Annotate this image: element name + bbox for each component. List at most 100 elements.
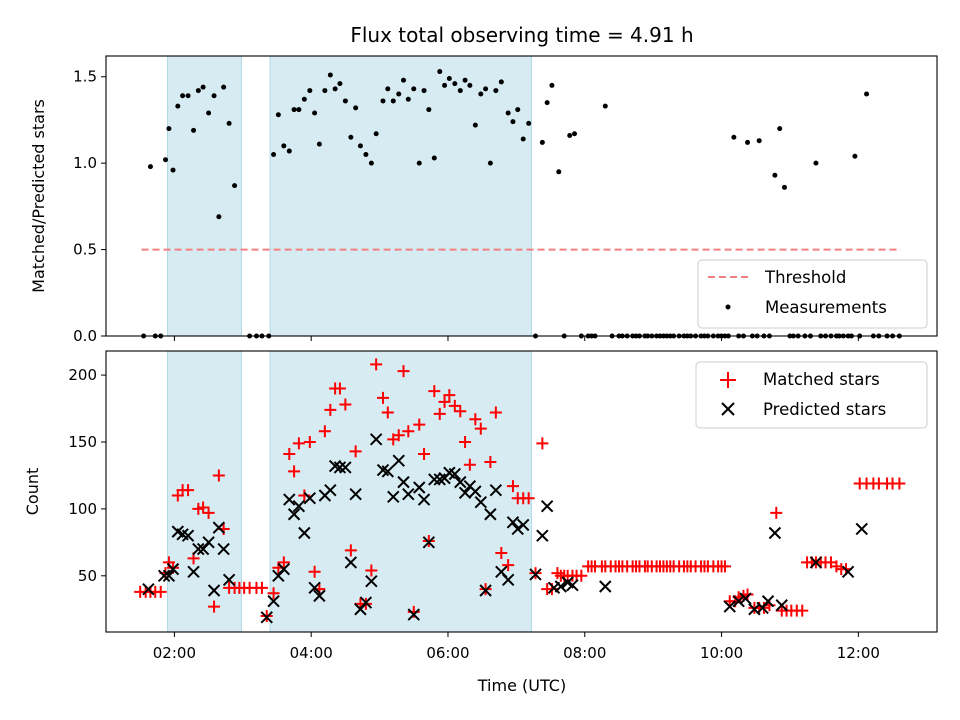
predicted-star-point (422, 536, 436, 549)
matched-star-point (154, 585, 167, 598)
measurement-point (195, 88, 201, 94)
predicted-star-point (192, 542, 205, 556)
matched-star-point (292, 437, 305, 450)
matched-star-point (770, 506, 783, 519)
measurement-point (467, 82, 473, 88)
shaded-interval (269, 350, 532, 633)
measurement-point (286, 148, 292, 154)
matched-star-point (377, 391, 389, 404)
x-tick-label: 08:00 (563, 644, 606, 662)
chart-title: Flux total observing time = 4.91 h (350, 23, 693, 47)
matched-star-point (267, 587, 280, 600)
measurement-point (864, 91, 870, 97)
predicted-star-point (458, 486, 472, 500)
predicted-star-point (333, 461, 347, 474)
predicted-star-point (287, 508, 301, 521)
measurement-point (191, 127, 197, 133)
matched-star-point (796, 604, 809, 617)
matched-star-point (454, 405, 467, 418)
matched-star-point (438, 395, 451, 408)
measurement-point (380, 98, 386, 104)
predicted-star-point (181, 529, 195, 542)
predicted-star-point (489, 483, 503, 497)
matched-star-point (397, 365, 410, 378)
x-tick-label: 10:00 (700, 644, 743, 662)
measurement-point (396, 91, 402, 97)
predicted-star-point (339, 461, 352, 474)
measurement-point (567, 133, 573, 139)
matched-star-point (502, 559, 515, 572)
y-tick-label: 1.5 (73, 68, 97, 86)
measurement-point (401, 77, 407, 83)
y-tick-label: 0.5 (73, 241, 97, 259)
predicted-star-point (369, 433, 383, 446)
predicted-star-point (841, 565, 855, 578)
matched-star-point (459, 435, 472, 448)
legend-measurement-label: Measurements (765, 298, 887, 317)
matched-star-point (433, 407, 446, 420)
measurement-point (498, 79, 504, 85)
predicted-star-point (365, 574, 378, 588)
predicted-star-point (397, 475, 410, 489)
measurement-point (781, 184, 787, 190)
measurement-point (813, 160, 819, 166)
measurement-point (296, 107, 302, 113)
measurement-point (232, 183, 238, 189)
matched-star-point (277, 556, 290, 569)
matched-star-point (283, 448, 296, 461)
predicted-star-point (428, 473, 441, 486)
predicted-star-point (768, 526, 782, 540)
matched-star-point (197, 501, 210, 514)
matched-star-point (463, 458, 476, 471)
bottom-legend: Matched stars Predicted stars (695, 361, 928, 429)
measurement-point (510, 119, 516, 125)
measurement-point (363, 152, 369, 158)
measurement-point (549, 82, 555, 88)
measurement-point (431, 155, 437, 161)
predicted-star-point (298, 526, 311, 540)
predicted-star-point (407, 608, 420, 621)
measurement-point (166, 126, 172, 132)
matched-star-point (392, 429, 405, 442)
matched-star-point (288, 465, 301, 478)
legend-measurement-swatch (725, 304, 731, 310)
predicted-star-point (267, 595, 280, 608)
predicted-star-point (454, 475, 467, 489)
legend-matched-swatch (720, 372, 736, 388)
matched-star-point (718, 560, 731, 573)
predicted-star-point (517, 518, 530, 532)
top-axes-frame (105, 55, 938, 337)
predicted-star-point (413, 481, 426, 494)
measurement-point (170, 167, 176, 173)
measurement-point (745, 139, 751, 145)
shaded-interval (167, 55, 242, 337)
measurement-point (505, 110, 511, 116)
predicted-star-point (479, 584, 492, 597)
predicted-star-point (529, 568, 542, 581)
measurement-point (163, 157, 169, 163)
matched-star-point (318, 425, 331, 438)
ratio-panel: 0.0 0.5 1.0 1.5 Matched/Predicted stars Thr… (29, 55, 938, 345)
bottom-axes-frame (105, 350, 938, 633)
measurement-point (731, 134, 737, 140)
shaded-interval (269, 55, 532, 337)
predicted-star-point (381, 465, 394, 478)
matched-star-point (506, 480, 519, 493)
matched-star-point (381, 406, 394, 419)
measurement-point (226, 120, 232, 126)
measurement-point (852, 153, 858, 159)
y-tick-label: 1.0 (73, 154, 97, 172)
matched-star-point (333, 382, 346, 395)
predicted-star-point (157, 569, 171, 583)
predicted-star-point (222, 573, 236, 587)
top-y-axis-label: Matched/Predicted stars (29, 99, 48, 293)
predicted-star-point (187, 565, 200, 578)
measurement-point (271, 152, 277, 158)
legend-predicted-label: Predicted stars (763, 400, 886, 419)
predicted-star-point (283, 493, 296, 506)
measurement-point (426, 107, 432, 113)
observing-intervals-bottom (167, 350, 532, 633)
y-tick-label: 50 (78, 567, 97, 585)
matched-star-point (522, 492, 535, 505)
matched-star-point (303, 435, 316, 448)
